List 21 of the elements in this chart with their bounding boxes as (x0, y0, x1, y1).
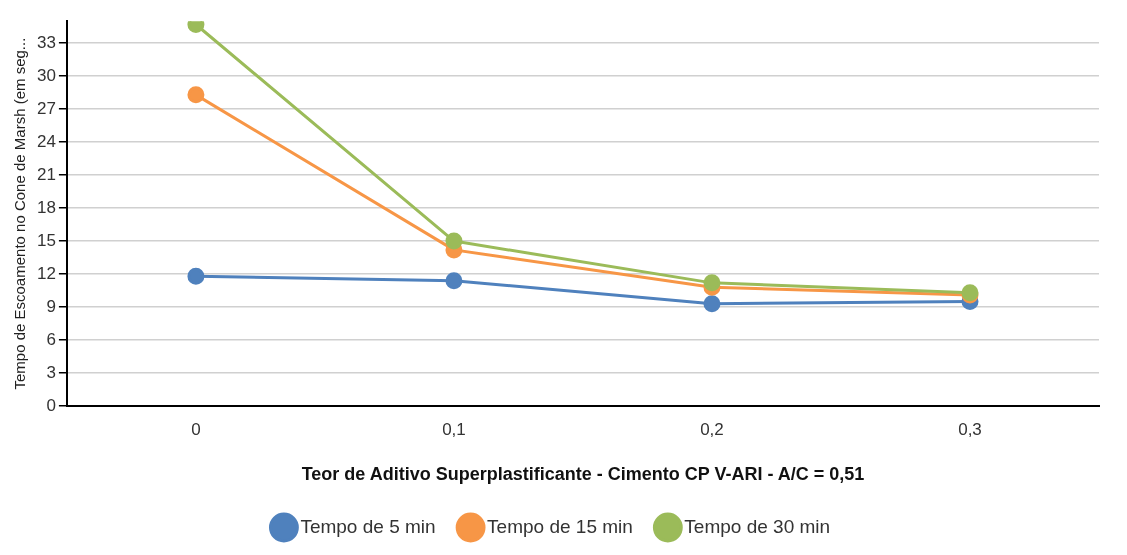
y-tick-label: 30 (36, 65, 56, 85)
y-tick-label: 33 (36, 32, 56, 52)
y-tick-label: 0 (46, 395, 56, 415)
x-tick-label: 0 (191, 419, 201, 439)
y-tick-label: 24 (36, 131, 56, 151)
legend-label: Tempo de 30 min (684, 515, 831, 537)
x-tick-label: 0,3 (958, 419, 982, 439)
x-tick-label: 0,1 (442, 419, 466, 439)
y-tick-label: 6 (46, 329, 56, 349)
y-tick-label: 15 (36, 230, 56, 250)
legend-label: Tempo de 5 min (300, 515, 436, 537)
y-tick-label: 12 (36, 263, 56, 283)
legend-label: Tempo de 15 min (487, 515, 633, 537)
x-tick-label: 0,2 (700, 419, 724, 439)
y-tick-label: 3 (46, 362, 56, 382)
y-tick-label: 18 (36, 197, 56, 217)
y-axis-title: Tempo de Escoamento no Cone de Marsh (em seg... (11, 37, 29, 390)
x-axis-title: Teor de Aditivo Superplastificante - Cimento CP V-ARI - A/C = 0,51 (301, 464, 865, 485)
y-tick-label: 9 (46, 296, 56, 316)
y-tick-label: 27 (36, 98, 56, 118)
y-tick-label: 21 (36, 164, 56, 184)
